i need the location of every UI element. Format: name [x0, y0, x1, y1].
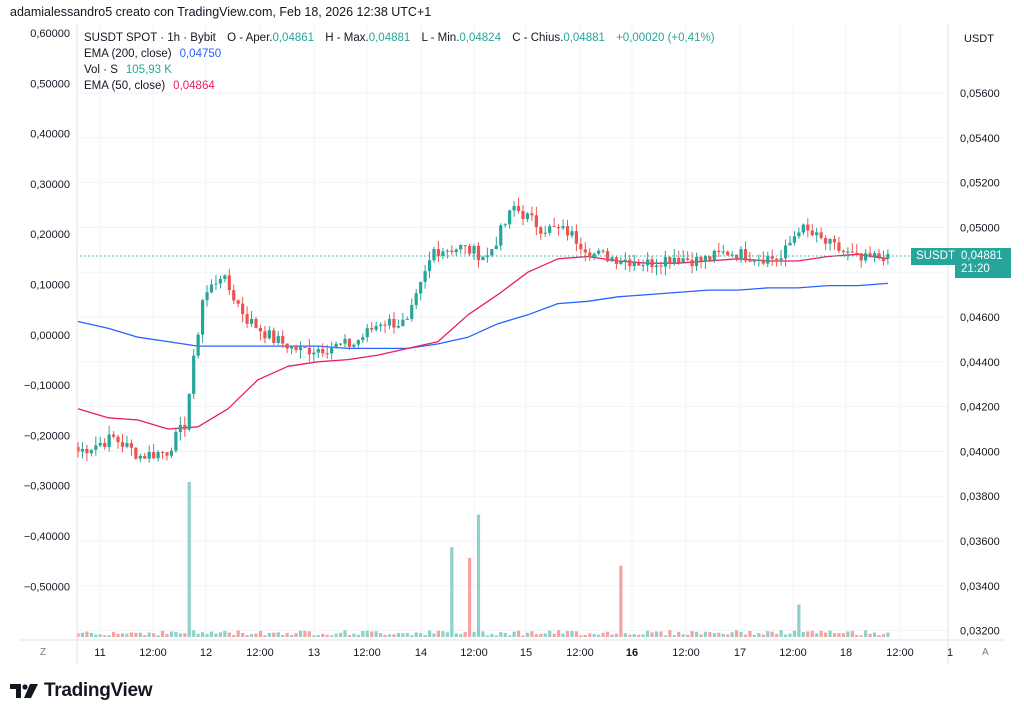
- time-tick: 1: [947, 647, 953, 659]
- volume-bars: [76, 482, 890, 637]
- price-tick: 0,03600: [960, 536, 1000, 548]
- time-tick: 12:00: [139, 647, 167, 659]
- low-value: 0,04824: [459, 32, 501, 44]
- time-tick: 14: [415, 647, 427, 659]
- price-tick: 0,04400: [960, 357, 1000, 369]
- time-tick: 13: [308, 647, 320, 659]
- current-price-value: 0,04881: [961, 250, 1003, 262]
- bar-countdown: 21:20: [961, 263, 990, 275]
- tradingview-logo-icon: [10, 684, 38, 698]
- time-tick: 12:00: [566, 647, 594, 659]
- left-tick: 0,10000: [30, 280, 70, 292]
- price-tick: 0,05600: [960, 88, 1000, 100]
- symbol-info[interactable]: SUSDT SPOT · 1h · Bybit: [84, 32, 216, 44]
- close-value: 0,04881: [563, 32, 605, 44]
- high-label: H - Max.: [325, 32, 369, 44]
- time-axis[interactable]: 11 12:00 12 12:00 13 12:00 14 12:00 15 12:00 16 12:…: [94, 647, 953, 659]
- zoom-button[interactable]: Z: [40, 647, 46, 658]
- legend-ema50-row[interactable]: EMA (50, close) 0,04864: [84, 78, 715, 94]
- tradingview-logo[interactable]: TradingView: [10, 680, 153, 702]
- symbol-price-tag: SUSDT: [911, 248, 960, 265]
- change-value: +0,00020 (+0,41%): [616, 32, 715, 44]
- time-tick: 12:00: [886, 647, 914, 659]
- volume-value: 105,93 K: [125, 64, 172, 76]
- left-tick: −0,50000: [24, 581, 70, 593]
- time-tick: 12: [200, 647, 212, 659]
- currency-label: USDT: [964, 33, 994, 45]
- price-tick: 0,05000: [960, 222, 1000, 234]
- left-tick: −0,30000: [24, 481, 70, 493]
- time-tick: 12:00: [246, 647, 274, 659]
- left-tick: 0,40000: [30, 129, 70, 141]
- price-chart[interactable]: 0,60000 0,50000 0,40000 0,30000 0,20000 0,100…: [0, 22, 1024, 664]
- candlesticks: [76, 197, 890, 463]
- left-tick: −0,10000: [24, 380, 70, 392]
- chart-legend: SUSDT SPOT · 1h · Bybit O - Aper.0,04861…: [84, 30, 715, 94]
- time-tick: 12:00: [779, 647, 807, 659]
- right-price-axis[interactable]: USDT 0,05600 0,05400 0,05200 0,05000 0,04600 0…: [960, 33, 1000, 658]
- price-tick: 0,03400: [960, 581, 1000, 593]
- legend-ohlc-row[interactable]: SUSDT SPOT · 1h · Bybit O - Aper.0,04861…: [84, 30, 715, 46]
- time-tick: 11: [94, 647, 105, 659]
- auto-scale-button[interactable]: A: [982, 647, 989, 658]
- time-tick: 15: [520, 647, 532, 659]
- left-tick: −0,20000: [24, 430, 70, 442]
- chart-frame[interactable]: 0,60000 0,50000 0,40000 0,30000 0,20000 0,100…: [0, 22, 1024, 664]
- time-tick: 12:00: [672, 647, 700, 659]
- price-tick: 0,04600: [960, 312, 1000, 324]
- low-label: L - Min.: [421, 32, 460, 44]
- ema50-value: 0,04864: [173, 80, 215, 92]
- left-tick: 0,30000: [30, 179, 70, 191]
- price-tick: 0,05400: [960, 133, 1000, 145]
- volume-label: Vol · S: [84, 64, 118, 76]
- left-price-axis[interactable]: 0,60000 0,50000 0,40000 0,30000 0,20000 0,100…: [24, 28, 70, 658]
- time-tick: 17: [734, 647, 746, 659]
- open-value: 0,04861: [272, 32, 315, 44]
- open-label: O - Aper.: [227, 32, 273, 44]
- ema200-label: EMA (200, close): [84, 48, 172, 60]
- logo-text: TradingView: [44, 680, 153, 701]
- price-tick: 0,04000: [960, 446, 1000, 458]
- current-price-badge: 0,04881 21:20: [955, 248, 1011, 278]
- left-tick: −0,40000: [24, 531, 70, 543]
- price-tick: 0,03800: [960, 491, 1000, 503]
- high-value: 0,04881: [368, 32, 411, 44]
- price-tick: 0,05200: [960, 178, 1000, 190]
- price-tick: 0,03200: [960, 626, 1000, 638]
- time-tick: 16: [626, 647, 638, 659]
- ema200-line: [77, 282, 888, 350]
- chart-grid: [77, 24, 948, 640]
- left-tick: 0,50000: [30, 78, 70, 90]
- ema50-line: [77, 253, 888, 430]
- legend-ema200-row[interactable]: EMA (200, close) 0,04750: [84, 46, 715, 62]
- ema200-value: 0,04750: [179, 48, 222, 60]
- left-tick: 0,00000: [30, 330, 70, 342]
- time-tick: 12:00: [460, 647, 488, 659]
- ema50-label: EMA (50, close): [84, 80, 166, 92]
- legend-volume-row[interactable]: Vol · S 105,93 K: [84, 62, 715, 78]
- left-tick: 0,60000: [30, 28, 70, 40]
- close-label: C - Chius.: [512, 32, 564, 44]
- left-tick: 0,20000: [30, 229, 70, 241]
- attribution-header: adamialessandro5 creato con TradingView.…: [10, 5, 432, 19]
- price-tick: 0,04200: [960, 402, 1000, 414]
- time-tick: 18: [840, 647, 852, 659]
- time-tick: 12:00: [353, 647, 381, 659]
